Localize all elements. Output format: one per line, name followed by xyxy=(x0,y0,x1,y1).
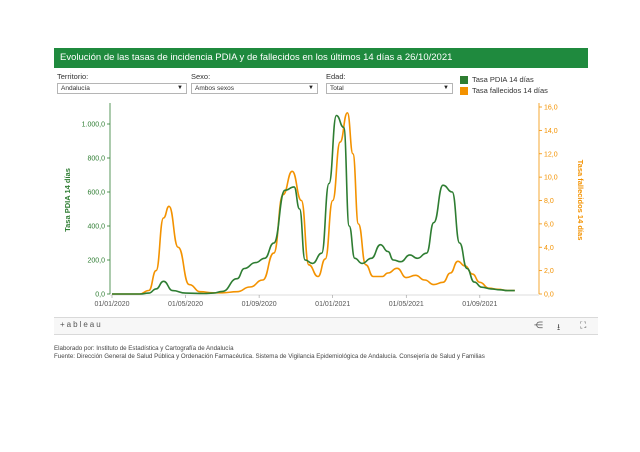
y-axis-right: 0,0 2,0 4,0 6,0 8,0 10,0 12,0 14,0 16,0 xyxy=(538,103,558,299)
x-tick-label: 01/05/2021 xyxy=(389,301,424,308)
y-tick-label-right: 2,0 xyxy=(544,268,554,275)
series-line-fallecidos xyxy=(111,112,515,295)
y-tick-label-left: 200,0 xyxy=(87,258,105,265)
download-icon[interactable]: ⭳ xyxy=(557,322,561,332)
legend-label-pdia: Tasa PDIA 14 días xyxy=(472,75,534,84)
chevron-down-icon[interactable]: ▼ xyxy=(177,85,183,91)
y-axis-left-label: Tasa PDIA 14 días xyxy=(63,168,72,232)
y-axis-left: 0,0 200,0 400,0 600,0 800,0 1.000,0 xyxy=(82,103,111,299)
filter-sexo[interactable]: Sexo: Ambos sexos ▼ xyxy=(191,72,318,94)
footer-source: Fuente: Dirección General de Salud Públi… xyxy=(54,353,485,360)
sexo-select[interactable]: Ambos sexos ▼ xyxy=(191,83,318,94)
edad-select[interactable]: Total ▼ xyxy=(326,83,453,94)
filter-edad-label: Edad: xyxy=(326,72,346,81)
filter-sexo-label: Sexo: xyxy=(191,72,211,81)
x-tick-label: 01/01/2020 xyxy=(94,301,129,308)
series-line-pdia xyxy=(111,114,515,295)
x-tick-label: 01/09/2020 xyxy=(242,301,277,308)
y-tick-label-right: 14,0 xyxy=(544,128,558,135)
filter-territorio[interactable]: Territorio: Andalucía ▼ xyxy=(57,72,187,94)
y-tick-label-left: 400,0 xyxy=(87,224,105,231)
footer-credit: Elaborado por: Instituto de Estadística … xyxy=(54,345,234,352)
tableau-logo[interactable]: +ableau xyxy=(60,320,103,329)
filter-edad[interactable]: Edad: Total ▼ xyxy=(326,72,453,94)
legend-label-fallecidos: Tasa fallecidos 14 días xyxy=(472,86,548,95)
territorio-select[interactable]: Andalucía ▼ xyxy=(57,83,187,94)
y-tick-label-right: 0,0 xyxy=(544,292,554,299)
x-tick-label: 01/05/2020 xyxy=(168,301,203,308)
y-tick-label-left: 600,0 xyxy=(87,190,105,197)
chevron-down-icon[interactable]: ▼ xyxy=(308,85,314,91)
chart-legend: Tasa PDIA 14 días Tasa fallecidos 14 día… xyxy=(460,74,548,96)
legend-item-pdia[interactable]: Tasa PDIA 14 días xyxy=(460,74,548,85)
filter-territorio-label: Territorio: xyxy=(57,72,89,81)
territorio-value: Andalucía xyxy=(61,85,90,92)
footer: Elaborado por: Instituto de Estadística … xyxy=(54,345,485,361)
y-tick-label-right: 12,0 xyxy=(544,151,558,158)
y-tick-label-left: 800,0 xyxy=(87,156,105,163)
x-tick-label: 01/01/2021 xyxy=(315,301,350,308)
chart-lines xyxy=(111,112,515,295)
dashboard-title: Evolución de las tasas de incidencia PDI… xyxy=(54,48,588,68)
y-tick-label-left: 0,0 xyxy=(95,292,105,299)
y-tick-label-right: 10,0 xyxy=(544,175,558,182)
y-tick-label-right: 16,0 xyxy=(544,105,558,112)
legend-swatch-fallecidos xyxy=(460,86,468,95)
y-tick-label-left: 1.000,0 xyxy=(82,122,105,129)
y-tick-label-right: 4,0 xyxy=(544,245,554,252)
chevron-down-icon[interactable]: ▼ xyxy=(443,85,449,91)
edad-value: Total xyxy=(330,85,344,92)
x-tick-label: 01/09/2021 xyxy=(462,301,497,308)
legend-item-fallecidos[interactable]: Tasa fallecidos 14 días xyxy=(460,85,548,96)
x-axis: 01/01/2020 01/05/2020 01/09/2020 01/01/2021… xyxy=(94,294,539,308)
y-tick-label-right: 6,0 xyxy=(544,221,554,228)
sexo-value: Ambos sexos xyxy=(195,85,235,92)
y-axis-right-label: Tasa fallecidos 14 días xyxy=(576,160,585,241)
share-icon[interactable]: ⋲ xyxy=(534,320,543,330)
y-tick-label-right: 8,0 xyxy=(544,198,554,205)
tableau-toolbar: +ableau ⋲ ⭳ ⛶ xyxy=(54,317,598,335)
fullscreen-icon[interactable]: ⛶ xyxy=(580,320,587,330)
legend-swatch-pdia xyxy=(460,75,468,84)
